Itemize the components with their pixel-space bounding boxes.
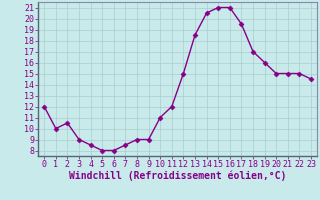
X-axis label: Windchill (Refroidissement éolien,°C): Windchill (Refroidissement éolien,°C) (69, 171, 286, 181)
